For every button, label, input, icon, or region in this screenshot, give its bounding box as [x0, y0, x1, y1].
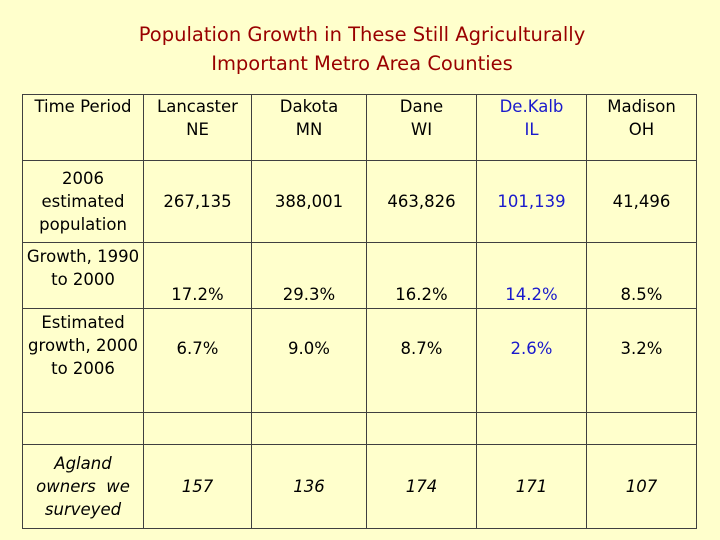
table-cell: 8.7%: [366, 308, 477, 413]
header-row: Time Period Lancaster NE Dakota MN Dane …: [22, 94, 697, 161]
county-state: MN: [295, 120, 323, 139]
table-cell: 174: [366, 444, 477, 529]
county-name: De.Kalb: [499, 97, 564, 116]
row-label: Estimated growth, 2000 to 2006: [22, 308, 144, 413]
county-name: Dane: [399, 97, 444, 116]
county-state: NE: [186, 120, 209, 139]
table-cell: [366, 412, 477, 445]
header-county: Madison OH: [586, 94, 697, 161]
table-cell: [586, 412, 697, 445]
table-row: Estimated growth, 2000 to 2006 6.7% 9.0%…: [22, 308, 697, 413]
row-label: 2006 estimated population: [22, 160, 144, 243]
table-row-empty: [22, 412, 697, 445]
table-cell: 267,135: [143, 160, 252, 243]
table-cell: 463,826: [366, 160, 477, 243]
table-cell: 157: [143, 444, 252, 529]
table-cell: 388,001: [251, 160, 367, 243]
county-state: IL: [524, 120, 539, 139]
table-cell: 101,139: [476, 160, 587, 243]
header-county: De.Kalb IL: [476, 94, 587, 161]
county-name: Lancaster: [157, 97, 238, 116]
table-cell: 8.5%: [586, 242, 697, 309]
row-label: Growth, 1990 to 2000: [22, 242, 144, 309]
table-cell: [251, 412, 367, 445]
table-cell: 3.2%: [586, 308, 697, 413]
table-cell: [143, 412, 252, 445]
table-cell: 14.2%: [476, 242, 587, 309]
title-line-2: Important Metro Area Counties: [211, 52, 513, 75]
table-cell: 41,496: [586, 160, 697, 243]
county-state: OH: [628, 120, 655, 139]
table-cell: 171: [476, 444, 587, 529]
table-cell: 9.0%: [251, 308, 367, 413]
table-cell: 16.2%: [366, 242, 477, 309]
table-cell: 136: [251, 444, 367, 529]
table-cell: [22, 412, 144, 445]
county-name: Madison: [607, 97, 676, 116]
title-line-1: Population Growth in These Still Agricul…: [138, 23, 586, 46]
table-cell: 29.3%: [251, 242, 367, 309]
table-cell: 107: [586, 444, 697, 529]
table-cell: [476, 412, 587, 445]
row-label: Agland owners we surveyed: [22, 444, 144, 529]
table-row: Growth, 1990 to 2000 17.2% 29.3% 16.2% 1…: [22, 242, 697, 309]
county-state: WI: [410, 120, 433, 139]
header-county: Lancaster NE: [143, 94, 252, 161]
table-row: 2006 estimated population 267,135 388,00…: [22, 160, 697, 243]
county-name: Dakota: [279, 97, 339, 116]
header-county: Dane WI: [366, 94, 477, 161]
table-cell: 2.6%: [476, 308, 587, 413]
table-row: Agland owners we surveyed 157 136 174 17…: [22, 444, 697, 529]
header-county: Dakota MN: [251, 94, 367, 161]
table-cell: 6.7%: [143, 308, 252, 413]
header-time-period: Time Period: [22, 94, 144, 161]
slide-title: Population Growth in These Still Agricul…: [0, 20, 720, 78]
population-table: Time Period Lancaster NE Dakota MN Dane …: [22, 94, 697, 529]
table-cell: 17.2%: [143, 242, 252, 309]
